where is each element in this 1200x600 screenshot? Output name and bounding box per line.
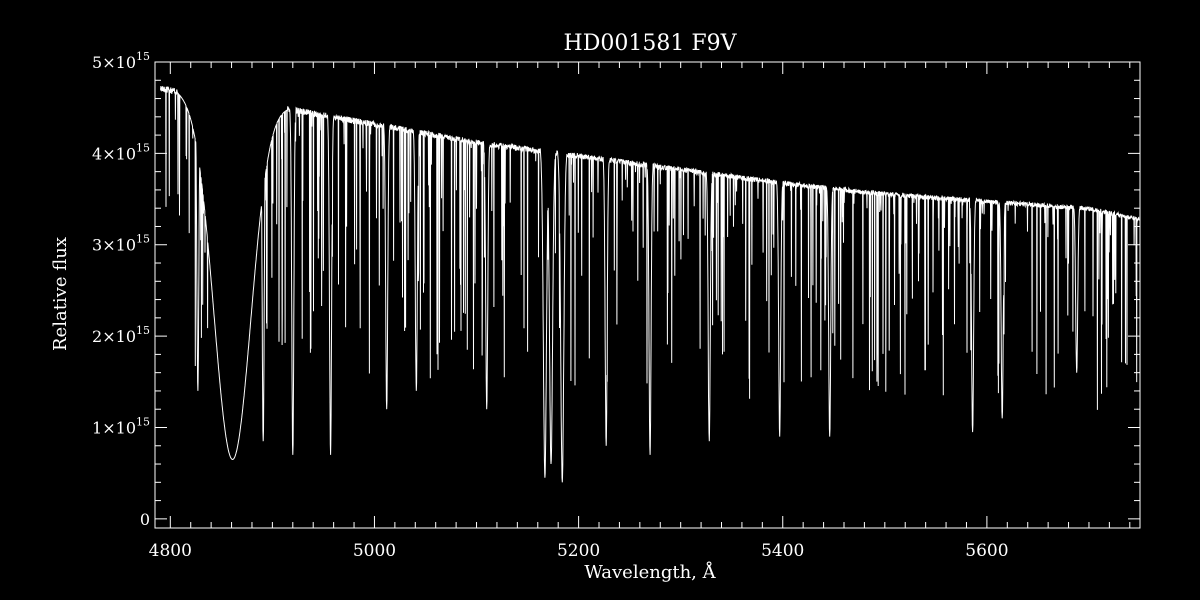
x-tick-label: 5000 bbox=[353, 541, 396, 561]
x-tick-label: 5400 bbox=[761, 541, 804, 561]
chart-title: HD001581 F9V bbox=[564, 31, 738, 56]
y-tick-label: 4×1015 bbox=[92, 141, 150, 163]
axis-tick-labels: 4800 5000 5200 5400 5600 0 1×1015 2×1015 3×1015 4… bbox=[92, 50, 1008, 561]
y-tick-label: 0 bbox=[140, 510, 150, 529]
x-tick-label: 4800 bbox=[149, 541, 192, 561]
y-axis-label: Relative flux bbox=[50, 237, 71, 351]
y-tick-label: 1×1015 bbox=[92, 415, 150, 437]
y-tick-label: 2×1015 bbox=[92, 324, 150, 346]
y-tick-label: 3×1015 bbox=[92, 233, 150, 255]
plot-frame bbox=[154, 61, 1141, 529]
y-tick-label: 5×1015 bbox=[92, 50, 150, 72]
axis-ticks bbox=[155, 61, 1140, 528]
x-tick-label: 5200 bbox=[557, 541, 600, 561]
x-axis-label: Wavelength, Å bbox=[584, 561, 716, 583]
spectrum-line bbox=[159, 86, 1140, 483]
x-tick-label: 5600 bbox=[965, 541, 1008, 561]
